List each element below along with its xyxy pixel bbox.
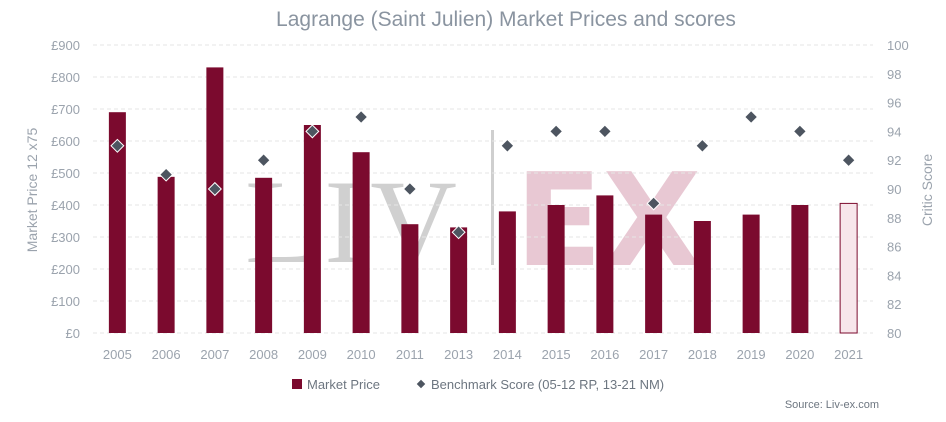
left-tick-label-4: £400 — [51, 198, 80, 213]
right-tick-label-5: 90 — [887, 182, 901, 197]
left-tick-label-9: £900 — [51, 38, 80, 53]
price-bar-2021 — [839, 202, 858, 334]
x-tick-label-14: 2020 — [785, 347, 814, 362]
price-bar-2011 — [401, 224, 419, 333]
price-bar-2013 — [450, 227, 468, 333]
x-tick-label-5: 2010 — [347, 347, 376, 362]
score-point-2005 — [110, 138, 125, 153]
price-bar-2005 — [108, 112, 126, 333]
price-bars — [108, 67, 858, 334]
x-tick-label-2: 2007 — [200, 347, 229, 362]
score-point-2018 — [695, 138, 710, 153]
score-point-2015 — [549, 124, 564, 139]
score-point-2016 — [597, 124, 612, 139]
right-tick-labels: 80 82 84 86 88 90 92 94 96 98 100 — [887, 38, 909, 341]
score-point-2017 — [646, 196, 661, 211]
legend-label-score: Benchmark Score (05-12 RP, 13-21 NM) — [431, 377, 664, 392]
right-axis-title: Critic Score — [919, 154, 935, 227]
x-tick-label-11: 2017 — [639, 347, 668, 362]
right-tick-label-1: 82 — [887, 297, 901, 312]
score-point-2010 — [354, 109, 369, 125]
right-tick-label-8: 96 — [887, 96, 901, 111]
watermark-left: LIV — [245, 155, 463, 288]
source-note: Source: Liv-ex.com — [785, 399, 879, 411]
right-tick-label-10: 100 — [887, 38, 909, 53]
price-bar-2019 — [742, 214, 760, 333]
score-point-2014 — [500, 138, 515, 153]
score-point-2013 — [451, 225, 466, 240]
legend-swatch-score — [416, 379, 426, 389]
x-tick-label-9: 2015 — [542, 347, 571, 362]
right-tick-label-7: 94 — [887, 124, 901, 139]
legend-swatch-price — [292, 379, 302, 389]
right-tick-label-4: 88 — [887, 211, 901, 226]
x-tick-label-3: 2008 — [249, 347, 278, 362]
watermark-divider — [491, 130, 494, 265]
x-tick-label-1: 2006 — [152, 347, 181, 362]
right-tick-label-0: 80 — [887, 326, 901, 341]
score-point-2006 — [159, 167, 174, 182]
price-bar-2014 — [498, 211, 516, 333]
score-point-2021 — [841, 153, 856, 168]
score-point-2020 — [792, 124, 807, 139]
legend-label-price: Market Price — [307, 377, 380, 392]
x-tick-label-8: 2014 — [493, 347, 522, 362]
right-tick-label-2: 84 — [887, 268, 901, 283]
left-tick-label-5: £500 — [51, 166, 80, 181]
price-bar-2018 — [693, 221, 711, 333]
score-point-2011 — [402, 181, 417, 197]
left-tick-label-1: £100 — [51, 294, 80, 309]
x-tick-label-6: 2011 — [396, 347, 424, 362]
price-bar-2007 — [206, 67, 224, 334]
left-tick-label-3: £300 — [51, 230, 80, 245]
score-points — [110, 109, 856, 240]
price-bar-2020 — [791, 205, 809, 333]
x-tick-label-7: 2013 — [444, 347, 473, 362]
score-point-2009 — [305, 124, 320, 139]
left-tick-label-6: £600 — [51, 134, 80, 149]
price-bar-2010 — [352, 152, 370, 333]
right-tick-label-6: 92 — [887, 153, 901, 168]
x-tick-label-0: 2005 — [103, 347, 132, 362]
price-bar-2006 — [157, 176, 175, 333]
left-tick-labels: £0 £100 £200 £300 £400 £500 £600 £700 £800 £900 — [51, 38, 80, 341]
score-point-2019 — [744, 109, 759, 125]
score-point-2007 — [207, 181, 222, 197]
legend: Market Price Benchmark Score (05-12 RP, … — [292, 377, 664, 392]
left-axis-title: Market Price 12 x75 — [24, 128, 40, 253]
x-tick-label-12: 2018 — [688, 347, 717, 362]
chart-title: Lagrange (Saint Julien) Market Prices an… — [276, 8, 736, 31]
price-bar-2008 — [255, 177, 273, 333]
right-tick-label-3: 86 — [887, 240, 901, 255]
left-tick-label-2: £200 — [51, 262, 80, 277]
price-bar-2017 — [645, 214, 663, 333]
left-tick-label-8: £800 — [51, 70, 80, 85]
x-tick-label-15: 2021 — [834, 347, 863, 362]
left-tick-label-7: £700 — [51, 102, 80, 117]
price-bar-2016 — [596, 195, 614, 333]
price-bar-2015 — [547, 205, 565, 333]
left-tick-label-0: £0 — [66, 326, 80, 341]
x-tick-label-13: 2019 — [737, 347, 766, 362]
score-point-2008 — [256, 153, 271, 168]
x-tick-labels: 2005 2006 2007 2008 2009 2010 2011 2013 2014 2015… — [103, 347, 863, 362]
x-tick-label-4: 2009 — [298, 347, 327, 362]
right-tick-label-9: 98 — [887, 67, 901, 82]
price-bar-2009 — [303, 125, 321, 333]
x-tick-label-10: 2016 — [590, 347, 619, 362]
